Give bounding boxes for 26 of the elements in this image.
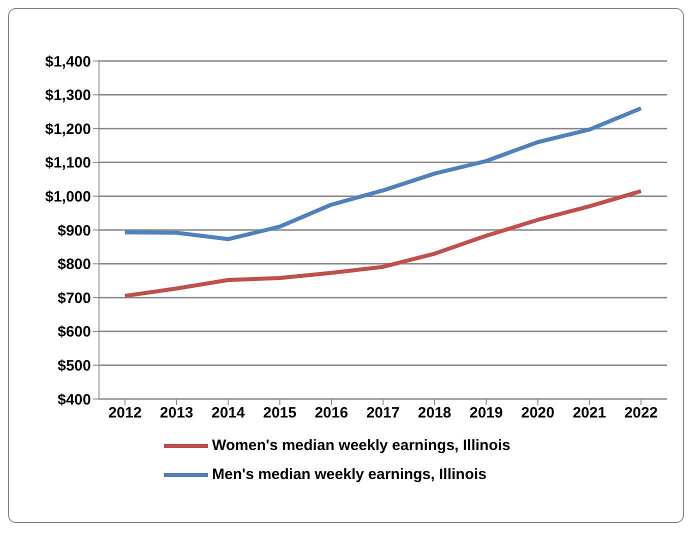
y-tick-label: $400 [58,391,91,408]
y-tick-label: $1,000 [45,188,91,206]
legend-label: Men's median weekly earnings, Illinois [212,466,486,483]
line-series [123,106,643,242]
y-tick-label: $900 [58,222,91,240]
y-tick-label: $1,400 [45,53,91,70]
x-tick-label: 2018 [418,404,452,422]
x-tick-label: 2021 [572,404,606,422]
x-tick-label: 2014 [212,404,246,422]
x-tick-label: 2022 [624,404,658,422]
y-tick-label: $800 [58,256,91,274]
x-tick-label: 2012 [108,404,142,422]
x-tick-label: 2013 [160,404,194,422]
x-tick-label: 2019 [470,404,503,422]
y-tick-label: $600 [58,324,91,341]
y-tick-label: $1,200 [45,120,91,138]
legend-label: Women's median weekly earnings, Illinois [212,437,510,454]
line-series [123,189,643,298]
y-tick-label: $1,100 [45,154,91,172]
y-tick-label: $500 [58,358,91,375]
y-tick-label: $700 [58,290,91,307]
x-tick-label: 2020 [521,404,554,422]
y-tick-label: $1,300 [45,87,91,104]
x-tick-label: 2016 [314,404,348,422]
x-tick-label: 2017 [366,404,400,422]
x-tick-label: 2015 [263,404,296,422]
